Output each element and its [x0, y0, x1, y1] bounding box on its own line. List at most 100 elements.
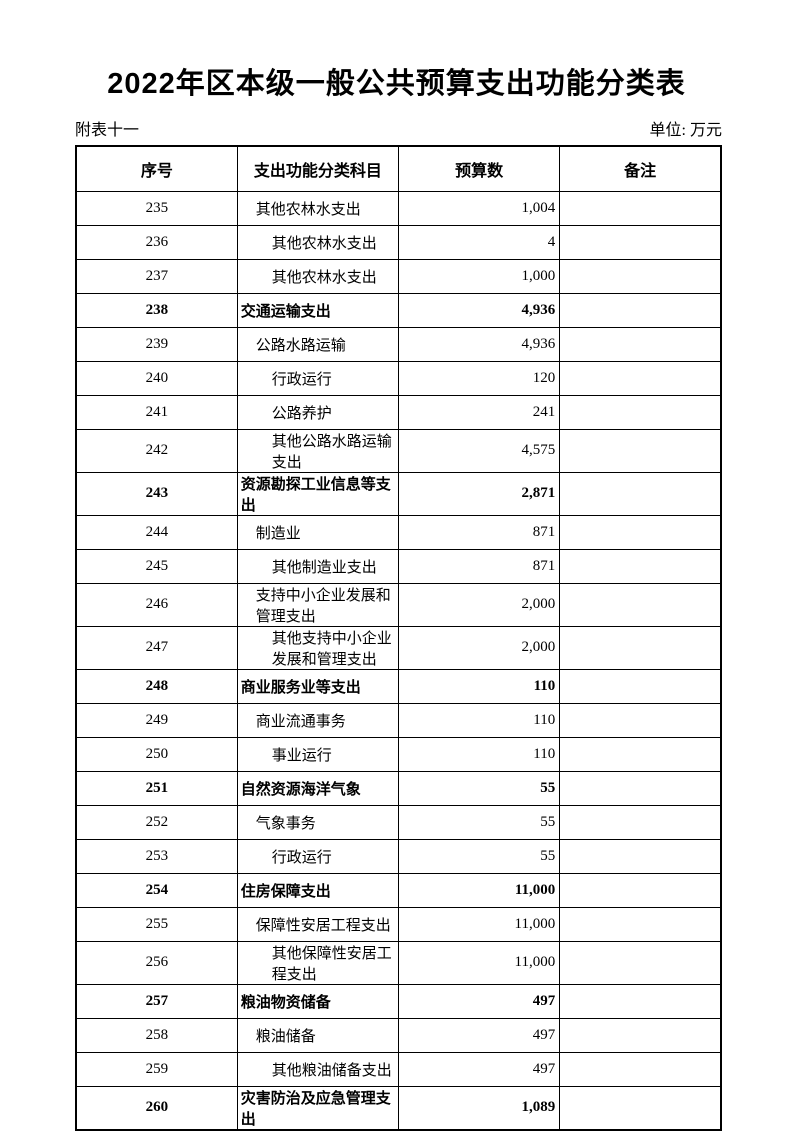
table-row: 253 行政运行 55: [75, 838, 722, 874]
subject-cell: 灾害防治及应急管理支出: [236, 1085, 400, 1130]
remark-cell: [559, 1017, 722, 1053]
remark-cell: [559, 770, 722, 806]
table-header-row: 序号 支出功能分类科目 预算数 备注: [75, 145, 722, 192]
remark-cell: [559, 471, 722, 516]
remark-cell: [559, 326, 722, 362]
table-row: 238 交通运输支出 4,936: [75, 292, 722, 328]
budget-amount-cell: 11,000: [397, 872, 561, 908]
subject-cell: 公路水路运输: [236, 326, 400, 362]
table-row: 242 其他公路水路运输支出 4,575: [75, 428, 722, 473]
row-number-cell: 235: [75, 190, 238, 226]
remark-cell: [559, 1051, 722, 1087]
meta-row: 附表十一 单位: 万元: [75, 118, 722, 140]
budget-amount-cell: 55: [397, 838, 561, 874]
table-row: 241 公路养护 241: [75, 394, 722, 430]
table-row: 256 其他保障性安居工程支出 11,000: [75, 940, 722, 985]
budget-amount-cell: 1,089: [397, 1085, 561, 1130]
budget-amount-cell: 871: [397, 514, 561, 550]
unit-label: 单位: 万元: [649, 122, 722, 139]
budget-amount-cell: 2,000: [397, 625, 561, 670]
table-row: 243 资源勘探工业信息等支出 2,871: [75, 471, 722, 516]
remark-cell: [559, 804, 722, 840]
remark-cell: [559, 940, 722, 985]
row-number-cell: 259: [75, 1051, 238, 1087]
row-number-cell: 245: [75, 548, 238, 584]
subject-cell: 其他制造业支出: [236, 548, 400, 584]
row-number-cell: 250: [75, 736, 238, 772]
remark-cell: [559, 625, 722, 670]
budget-amount-cell: 4,575: [397, 428, 561, 473]
table-row: 259 其他粮油储备支出 497: [75, 1051, 722, 1087]
table-row: 258 粮油储备 497: [75, 1017, 722, 1053]
row-number-cell: 256: [75, 940, 238, 985]
remark-cell: [559, 736, 722, 772]
budget-amount-cell: 4,936: [397, 292, 561, 328]
subject-cell: 交通运输支出: [236, 292, 400, 328]
budget-amount-cell: 497: [397, 1017, 561, 1053]
table-row: 252 气象事务 55: [75, 804, 722, 840]
row-number-cell: 240: [75, 360, 238, 396]
row-number-cell: 241: [75, 394, 238, 430]
subject-cell: 商业服务业等支出: [236, 668, 400, 704]
budget-amount-cell: 110: [397, 736, 561, 772]
subject-cell: 制造业: [236, 514, 400, 550]
row-number-cell: 249: [75, 702, 238, 738]
budget-amount-cell: 120: [397, 360, 561, 396]
subject-cell: 住房保障支出: [236, 872, 400, 908]
budget-amount-cell: 110: [397, 702, 561, 738]
subject-cell: 自然资源海洋气象: [236, 770, 400, 806]
budget-amount-cell: 241: [397, 394, 561, 430]
subject-cell: 商业流通事务: [236, 702, 400, 738]
remark-cell: [559, 428, 722, 473]
table-row: 254 住房保障支出 11,000: [75, 872, 722, 908]
row-number-cell: 247: [75, 625, 238, 670]
table-row: 248 商业服务业等支出 110: [75, 668, 722, 704]
row-number-cell: 248: [75, 668, 238, 704]
budget-amount-cell: 11,000: [397, 940, 561, 985]
table-row: 250 事业运行 110: [75, 736, 722, 772]
header-remarks: 备注: [559, 145, 722, 192]
budget-amount-cell: 55: [397, 804, 561, 840]
row-number-cell: 260: [75, 1085, 238, 1130]
budget-amount-cell: 110: [397, 668, 561, 704]
budget-amount-cell: 11,000: [397, 906, 561, 942]
remark-cell: [559, 872, 722, 908]
subject-cell: 行政运行: [236, 838, 400, 874]
table-row: 247 其他支持中小企业发展和管理支出 2,000: [75, 625, 722, 670]
table-row: 255 保障性安居工程支出 11,000: [75, 906, 722, 942]
budget-amount-cell: 871: [397, 548, 561, 584]
table-row: 236 其他农林水支出 4: [75, 224, 722, 260]
row-number-cell: 242: [75, 428, 238, 473]
table-row: 245 其他制造业支出 871: [75, 548, 722, 584]
table-row: 251 自然资源海洋气象 55: [75, 770, 722, 806]
remark-cell: [559, 514, 722, 550]
subject-cell: 其他粮油储备支出: [236, 1051, 400, 1087]
row-number-cell: 238: [75, 292, 238, 328]
remark-cell: [559, 224, 722, 260]
table-row: 257 粮油物资储备 497: [75, 983, 722, 1019]
budget-amount-cell: 2,871: [397, 471, 561, 516]
budget-amount-cell: 497: [397, 983, 561, 1019]
header-subject: 支出功能分类科目: [236, 145, 400, 192]
remark-cell: [559, 1085, 722, 1130]
appendix-label: 附表十一: [75, 122, 140, 139]
row-number-cell: 258: [75, 1017, 238, 1053]
subject-cell: 其他农林水支出: [236, 190, 400, 226]
budget-amount-cell: 2,000: [397, 582, 561, 627]
table-row: 260 灾害防治及应急管理支出 1,089: [75, 1085, 722, 1130]
page-title: 2022年区本级一般公共预算支出功能分类表: [107, 68, 686, 100]
table-row: 239 公路水路运输 4,936: [75, 326, 722, 362]
row-number-cell: 246: [75, 582, 238, 627]
row-number-cell: 253: [75, 838, 238, 874]
table-row: 235 其他农林水支出 1,004: [75, 190, 722, 226]
budget-amount-cell: 497: [397, 1051, 561, 1087]
subject-cell: 行政运行: [236, 360, 400, 396]
row-number-cell: 244: [75, 514, 238, 550]
row-number-cell: 243: [75, 471, 238, 516]
remark-cell: [559, 548, 722, 584]
subject-cell: 公路养护: [236, 394, 400, 430]
budget-amount-cell: 1,004: [397, 190, 561, 226]
row-number-cell: 236: [75, 224, 238, 260]
row-number-cell: 257: [75, 983, 238, 1019]
budget-amount-cell: 4,936: [397, 326, 561, 362]
